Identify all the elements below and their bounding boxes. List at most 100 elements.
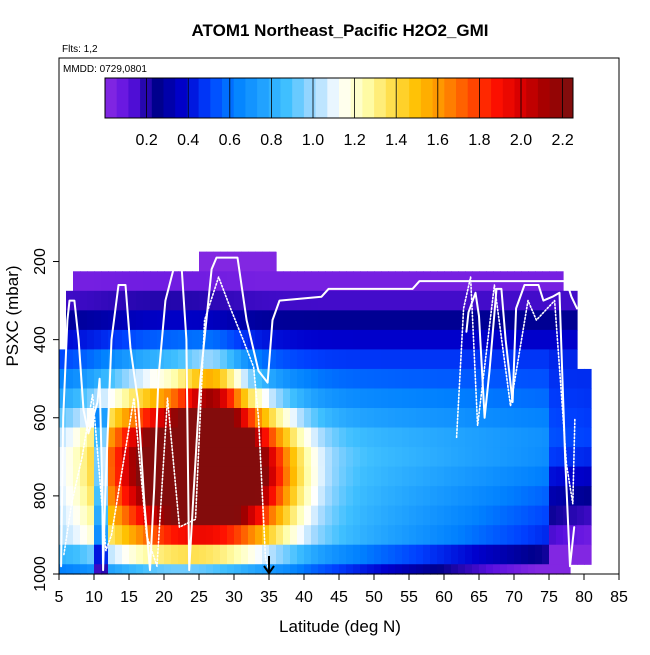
heatmap-cell [395, 388, 403, 409]
heatmap-cell [486, 486, 494, 507]
heatmap-cell [318, 388, 326, 409]
x-tick-label: 5 [55, 589, 64, 606]
heatmap-cell [353, 388, 361, 409]
heatmap-cell [381, 564, 389, 575]
heatmap-cell [346, 525, 354, 546]
heatmap-cell [360, 505, 368, 526]
heatmap-cell [542, 525, 550, 546]
heatmap-cell [311, 388, 319, 409]
heatmap-cell [507, 349, 515, 370]
heatmap-cell [451, 408, 459, 429]
heatmap-cell [388, 368, 396, 390]
heatmap-cell [108, 310, 116, 331]
heatmap-cell [297, 290, 305, 311]
heatmap-cell [416, 486, 424, 507]
heatmap-cell [185, 408, 193, 429]
heatmap-cell [255, 290, 263, 311]
heatmap-cell [73, 329, 81, 351]
heatmap-cell [255, 329, 263, 351]
heatmap-cell [150, 564, 158, 575]
heatmap-cell [73, 368, 81, 390]
heatmap-cell [157, 505, 165, 526]
heatmap-cell [59, 349, 67, 370]
heatmap-cell [479, 310, 487, 331]
heatmap-cell [220, 388, 228, 409]
heatmap-cell [227, 564, 235, 575]
heatmap-cell [465, 408, 473, 429]
heatmap-cell [136, 544, 144, 565]
heatmap-cell [444, 427, 452, 448]
heatmap-cell [213, 564, 221, 575]
heatmap-cell [304, 271, 312, 292]
heatmap-cell [87, 271, 95, 292]
heatmap-cell [136, 466, 144, 487]
heatmap-cell [136, 368, 144, 390]
x-tick-label: 25 [190, 589, 208, 606]
heatmap-cell [311, 368, 319, 390]
heatmap-cell [430, 427, 438, 448]
heatmap-cell [59, 525, 67, 546]
heatmap-cell [290, 349, 298, 370]
heatmap-cell [500, 525, 508, 546]
heatmap-cell [402, 271, 410, 292]
heatmap-cell [262, 427, 270, 448]
heatmap-cell [381, 408, 389, 429]
heatmap-cell [192, 408, 200, 429]
heatmap-cell [304, 544, 312, 565]
heatmap-cell [360, 349, 368, 370]
heatmap-cell [584, 368, 592, 390]
heatmap-cell [332, 564, 340, 575]
heatmap-cell [94, 466, 102, 487]
heatmap-cell [556, 466, 564, 487]
heatmap-cell [451, 388, 459, 409]
heatmap-cell [206, 349, 214, 370]
heatmap-cell [514, 466, 522, 487]
heatmap-cell [409, 447, 417, 468]
heatmap-cell [199, 486, 207, 507]
heatmap-cell [528, 564, 536, 575]
colorbar-segment [315, 78, 328, 118]
heatmap-cell [339, 564, 347, 575]
heatmap-cell [514, 505, 522, 526]
heatmap-cell [255, 505, 263, 526]
heatmap-cell [409, 466, 417, 487]
heatmap-cell [108, 349, 116, 370]
heatmap-cell [325, 427, 333, 448]
heatmap-cell [311, 310, 319, 331]
heatmap-cell [402, 329, 410, 351]
heatmap-cell [122, 271, 130, 292]
heatmap-cell [290, 466, 298, 487]
heatmap-cell [262, 349, 270, 370]
heatmap-cell [409, 486, 417, 507]
heatmap-cell [472, 486, 480, 507]
heatmap-cell [346, 486, 354, 507]
heatmap-cell [402, 290, 410, 311]
heatmap-cell [213, 427, 221, 448]
colorbar-segment [385, 78, 398, 118]
heatmap-cell [143, 486, 151, 507]
heatmap-cell [577, 544, 585, 565]
heatmap-cell [535, 466, 543, 487]
heatmap-cell [374, 271, 382, 292]
heatmap-cell [360, 525, 368, 546]
heatmap-cell [115, 427, 123, 448]
heatmap-cell [59, 544, 67, 565]
heatmap-cell [486, 290, 494, 311]
heatmap-cell [346, 368, 354, 390]
heatmap-cell [500, 544, 508, 565]
heatmap-cell [535, 329, 543, 351]
heatmap-cell [486, 564, 494, 575]
heatmap-cell [87, 486, 95, 507]
heatmap-cell [472, 466, 480, 487]
heatmap-cell [409, 310, 417, 331]
heatmap-cell [150, 427, 158, 448]
heatmap-cell [570, 447, 578, 468]
heatmap-cell [465, 329, 473, 351]
heatmap-cell [164, 486, 172, 507]
heatmap-cell [493, 525, 501, 546]
heatmap-cell [143, 310, 151, 331]
heatmap-cell [262, 486, 270, 507]
heatmap-cell [465, 388, 473, 409]
heatmap-cell [542, 290, 550, 311]
heatmap-cell [255, 271, 263, 292]
